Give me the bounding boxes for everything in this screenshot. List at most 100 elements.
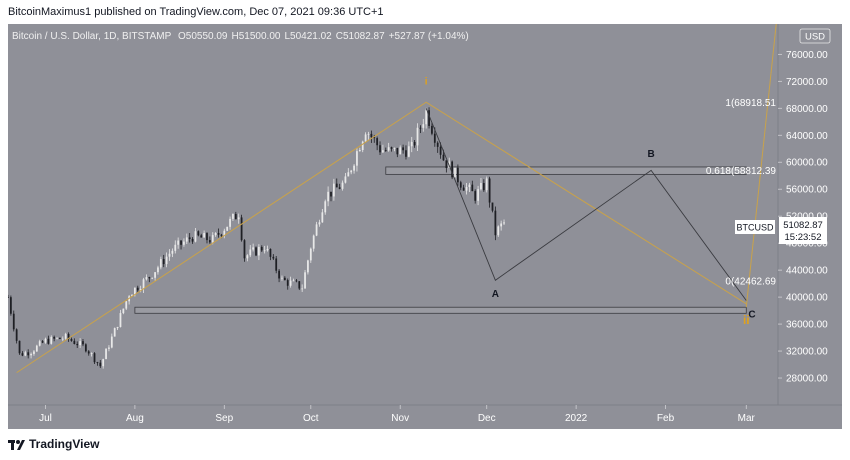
candle-body <box>185 237 188 242</box>
candle-down <box>370 130 373 143</box>
currency-button[interactable]: USD <box>799 28 831 44</box>
candle-body <box>180 240 182 245</box>
candle-down <box>413 140 416 148</box>
candle-down <box>431 122 433 136</box>
candle-body <box>174 244 177 251</box>
x-tick-label: Nov <box>391 413 409 424</box>
candle-up <box>142 277 145 293</box>
candle-up <box>44 337 47 344</box>
candle-body <box>431 125 433 134</box>
candle-body <box>191 238 194 242</box>
time-axis[interactable]: Jul Aug Sep Oct Nov Dec 2022 Feb Mar <box>39 405 756 424</box>
candle-up <box>318 219 321 227</box>
candle-up <box>211 232 214 245</box>
candle-down <box>445 160 448 173</box>
candle-up <box>108 345 110 352</box>
candle-body <box>382 150 384 153</box>
y-tick-label: 28000.00 <box>786 374 828 385</box>
candle-body <box>165 256 168 265</box>
abc_path <box>425 108 747 301</box>
candle-body <box>298 281 301 289</box>
candle-down <box>295 279 298 283</box>
candle-body <box>413 141 416 146</box>
candle-body <box>96 362 99 363</box>
candle-body <box>500 223 503 227</box>
candle-body <box>459 182 462 188</box>
candle-up <box>468 182 471 193</box>
candle-body <box>38 341 41 346</box>
candle-down <box>87 350 90 356</box>
zones-layer <box>134 166 747 314</box>
candle-up <box>194 227 197 243</box>
candle-body <box>272 256 275 259</box>
candle-body <box>9 297 12 314</box>
candle-body <box>240 217 243 241</box>
x-tick-label: Oct <box>303 413 319 424</box>
candle-body <box>312 235 315 249</box>
candle-down <box>99 360 102 368</box>
candle-up <box>249 245 252 258</box>
candle-body <box>211 235 214 243</box>
candle-down <box>18 340 21 355</box>
candle-up <box>266 245 269 252</box>
candle-body <box>188 237 191 239</box>
wave-label: ii <box>743 313 750 327</box>
candle-body <box>405 150 407 157</box>
candle-down <box>96 361 99 366</box>
candle-body <box>64 333 67 339</box>
y-tick-label: 32000.00 <box>786 347 828 358</box>
candle-up <box>116 326 119 331</box>
candle-up <box>500 220 503 231</box>
candle-down <box>338 183 341 190</box>
candle-up <box>38 339 41 347</box>
candle-up <box>364 132 367 143</box>
candle-body <box>93 353 96 363</box>
candle-up <box>258 244 260 261</box>
chart-background <box>8 24 842 429</box>
candle-body <box>171 250 174 254</box>
candle-down <box>471 180 474 192</box>
candle-body <box>177 240 180 245</box>
candle-up <box>321 208 324 223</box>
candle-down <box>451 160 454 180</box>
candle-body <box>307 260 309 273</box>
candle-up <box>174 240 177 254</box>
candle-body <box>497 226 500 236</box>
candle-body <box>234 213 237 220</box>
candle-body <box>110 336 113 348</box>
candle-body <box>105 348 107 360</box>
candle-up <box>361 140 364 153</box>
candle-body <box>286 280 289 286</box>
chart-svg[interactable]: 1(68918.510.618(58812.390(42462.69iiiABC… <box>7 7 842 429</box>
candle-body <box>364 134 367 142</box>
candle-up <box>105 348 107 360</box>
candle-body <box>503 222 505 224</box>
candle-down <box>482 179 485 192</box>
candle-down <box>390 146 393 152</box>
price-tag: BTCUSD 51082.87 15:23:52 <box>735 217 827 244</box>
y-tick-label: 36000.00 <box>786 320 828 331</box>
candle-up <box>24 350 27 357</box>
y-tick-label: 72000.00 <box>786 77 828 88</box>
candle-body <box>246 255 249 259</box>
candle-down <box>82 339 84 347</box>
candle-down <box>436 141 439 153</box>
candle-body <box>21 353 24 356</box>
candle-down <box>197 230 200 237</box>
candle-up <box>327 186 330 207</box>
candle-down <box>243 239 246 262</box>
candle-body <box>139 288 142 291</box>
candle-down <box>494 206 497 241</box>
chart-area[interactable]: 1(68918.51 0.618(58812.39 0(42462.69 i ii A B C… <box>7 7 842 429</box>
candle-up <box>237 213 240 224</box>
last-price: 51082.87 <box>783 220 823 231</box>
candle-body <box>258 246 260 256</box>
candle-up <box>113 327 116 337</box>
candle-down <box>7 294 9 298</box>
candle-body <box>154 272 156 278</box>
candle-up <box>50 335 53 345</box>
candle-body <box>44 338 47 343</box>
candle-body <box>324 201 327 213</box>
candle-body <box>295 280 298 282</box>
candle-up <box>159 256 162 270</box>
